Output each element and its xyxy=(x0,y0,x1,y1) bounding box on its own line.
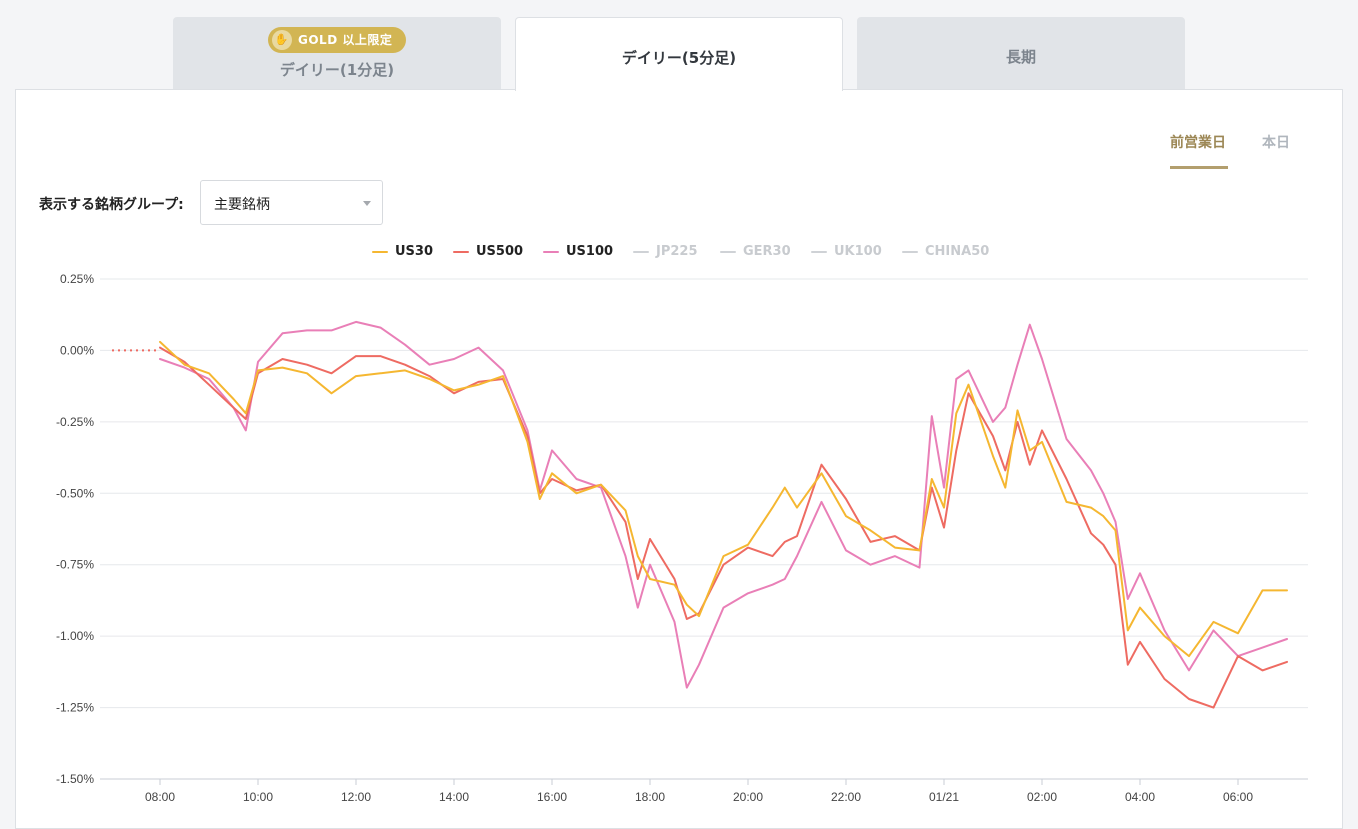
x-tick-label: 14:00 xyxy=(439,790,469,804)
gold-badge-label: GOLD 以上限定 xyxy=(298,33,393,47)
tab-label: 長期 xyxy=(1005,48,1036,66)
y-tick-label: 0.25% xyxy=(60,272,94,286)
legend-swatch xyxy=(811,251,827,253)
y-tick-label: -0.75% xyxy=(56,558,94,572)
medal-icon: ✋ xyxy=(272,30,292,50)
y-tick-label: -1.00% xyxy=(56,629,94,643)
x-tick-label: 06:00 xyxy=(1223,790,1253,804)
series-line-us500 xyxy=(159,346,1288,709)
x-tick-label: 10:00 xyxy=(243,790,273,804)
series-line-us100 xyxy=(159,320,1288,689)
legend-swatch xyxy=(372,251,388,253)
legend-label: JP225 xyxy=(656,244,698,259)
legend-swatch xyxy=(453,251,469,253)
legend-swatch xyxy=(543,251,559,253)
chevron-down-icon xyxy=(363,201,371,206)
group-selector-label: 表示する銘柄グループ: xyxy=(39,197,184,213)
x-tick-label: 20:00 xyxy=(733,790,763,804)
x-tick-label: 18:00 xyxy=(635,790,665,804)
x-tick-label: 02:00 xyxy=(1027,790,1057,804)
x-tick-label: 08:00 xyxy=(145,790,175,804)
legend-swatch xyxy=(633,251,649,253)
tab-daily-1min[interactable]: ✋ GOLD 以上限定 デイリー(1分足) xyxy=(173,17,501,90)
period-previous-business-day[interactable]: 前営業日 xyxy=(1170,135,1226,151)
tab-daily-5min[interactable]: デイリー(5分足) xyxy=(515,17,843,91)
y-tick-label: 0.00% xyxy=(60,343,94,357)
chart-tab-bar: ✋ GOLD 以上限定 デイリー(1分足) デイリー(5分足) 長期 xyxy=(0,0,1358,91)
x-tick-label: 16:00 xyxy=(537,790,567,804)
y-tick-label: -0.50% xyxy=(56,486,94,500)
tab-label: デイリー(1分足) xyxy=(279,61,395,79)
x-tick-label: 01/21 xyxy=(929,790,959,804)
legend-label: GER30 xyxy=(743,244,791,259)
tab-long-term[interactable]: 長期 xyxy=(857,17,1185,90)
y-tick-label: -1.25% xyxy=(56,701,94,715)
group-select[interactable]: 主要銘柄 xyxy=(200,180,383,225)
legend-label: US100 xyxy=(566,244,614,259)
y-tick-label: -0.25% xyxy=(56,415,94,429)
chart-legend: US30 US500 US100 JP225 GER30 UK100 CHINA… xyxy=(0,243,1358,263)
group-select-value: 主要銘柄 xyxy=(214,197,270,213)
line-chart[interactable]: 0.25% 0.00% -0.25% -0.50% -0.75% -1.00% -1.25%… xyxy=(0,260,1358,825)
y-tick-label: -1.50% xyxy=(56,772,94,786)
gold-badge: ✋ GOLD 以上限定 xyxy=(268,27,406,53)
period-today[interactable]: 本日 xyxy=(1262,135,1290,151)
period-active-underline xyxy=(1170,166,1228,169)
legend-label: UK100 xyxy=(834,244,882,259)
tab-label: デイリー(5分足) xyxy=(621,49,737,67)
legend-swatch xyxy=(720,251,736,253)
x-tick-label: 04:00 xyxy=(1125,790,1155,804)
legend-swatch xyxy=(902,251,918,253)
x-tick-label: 12:00 xyxy=(341,790,371,804)
x-tick-label: 22:00 xyxy=(831,790,861,804)
legend-label: US30 xyxy=(395,244,434,259)
legend-label: CHINA50 xyxy=(925,244,990,259)
legend-label: US500 xyxy=(476,244,524,259)
series-line-us30 xyxy=(159,340,1288,658)
